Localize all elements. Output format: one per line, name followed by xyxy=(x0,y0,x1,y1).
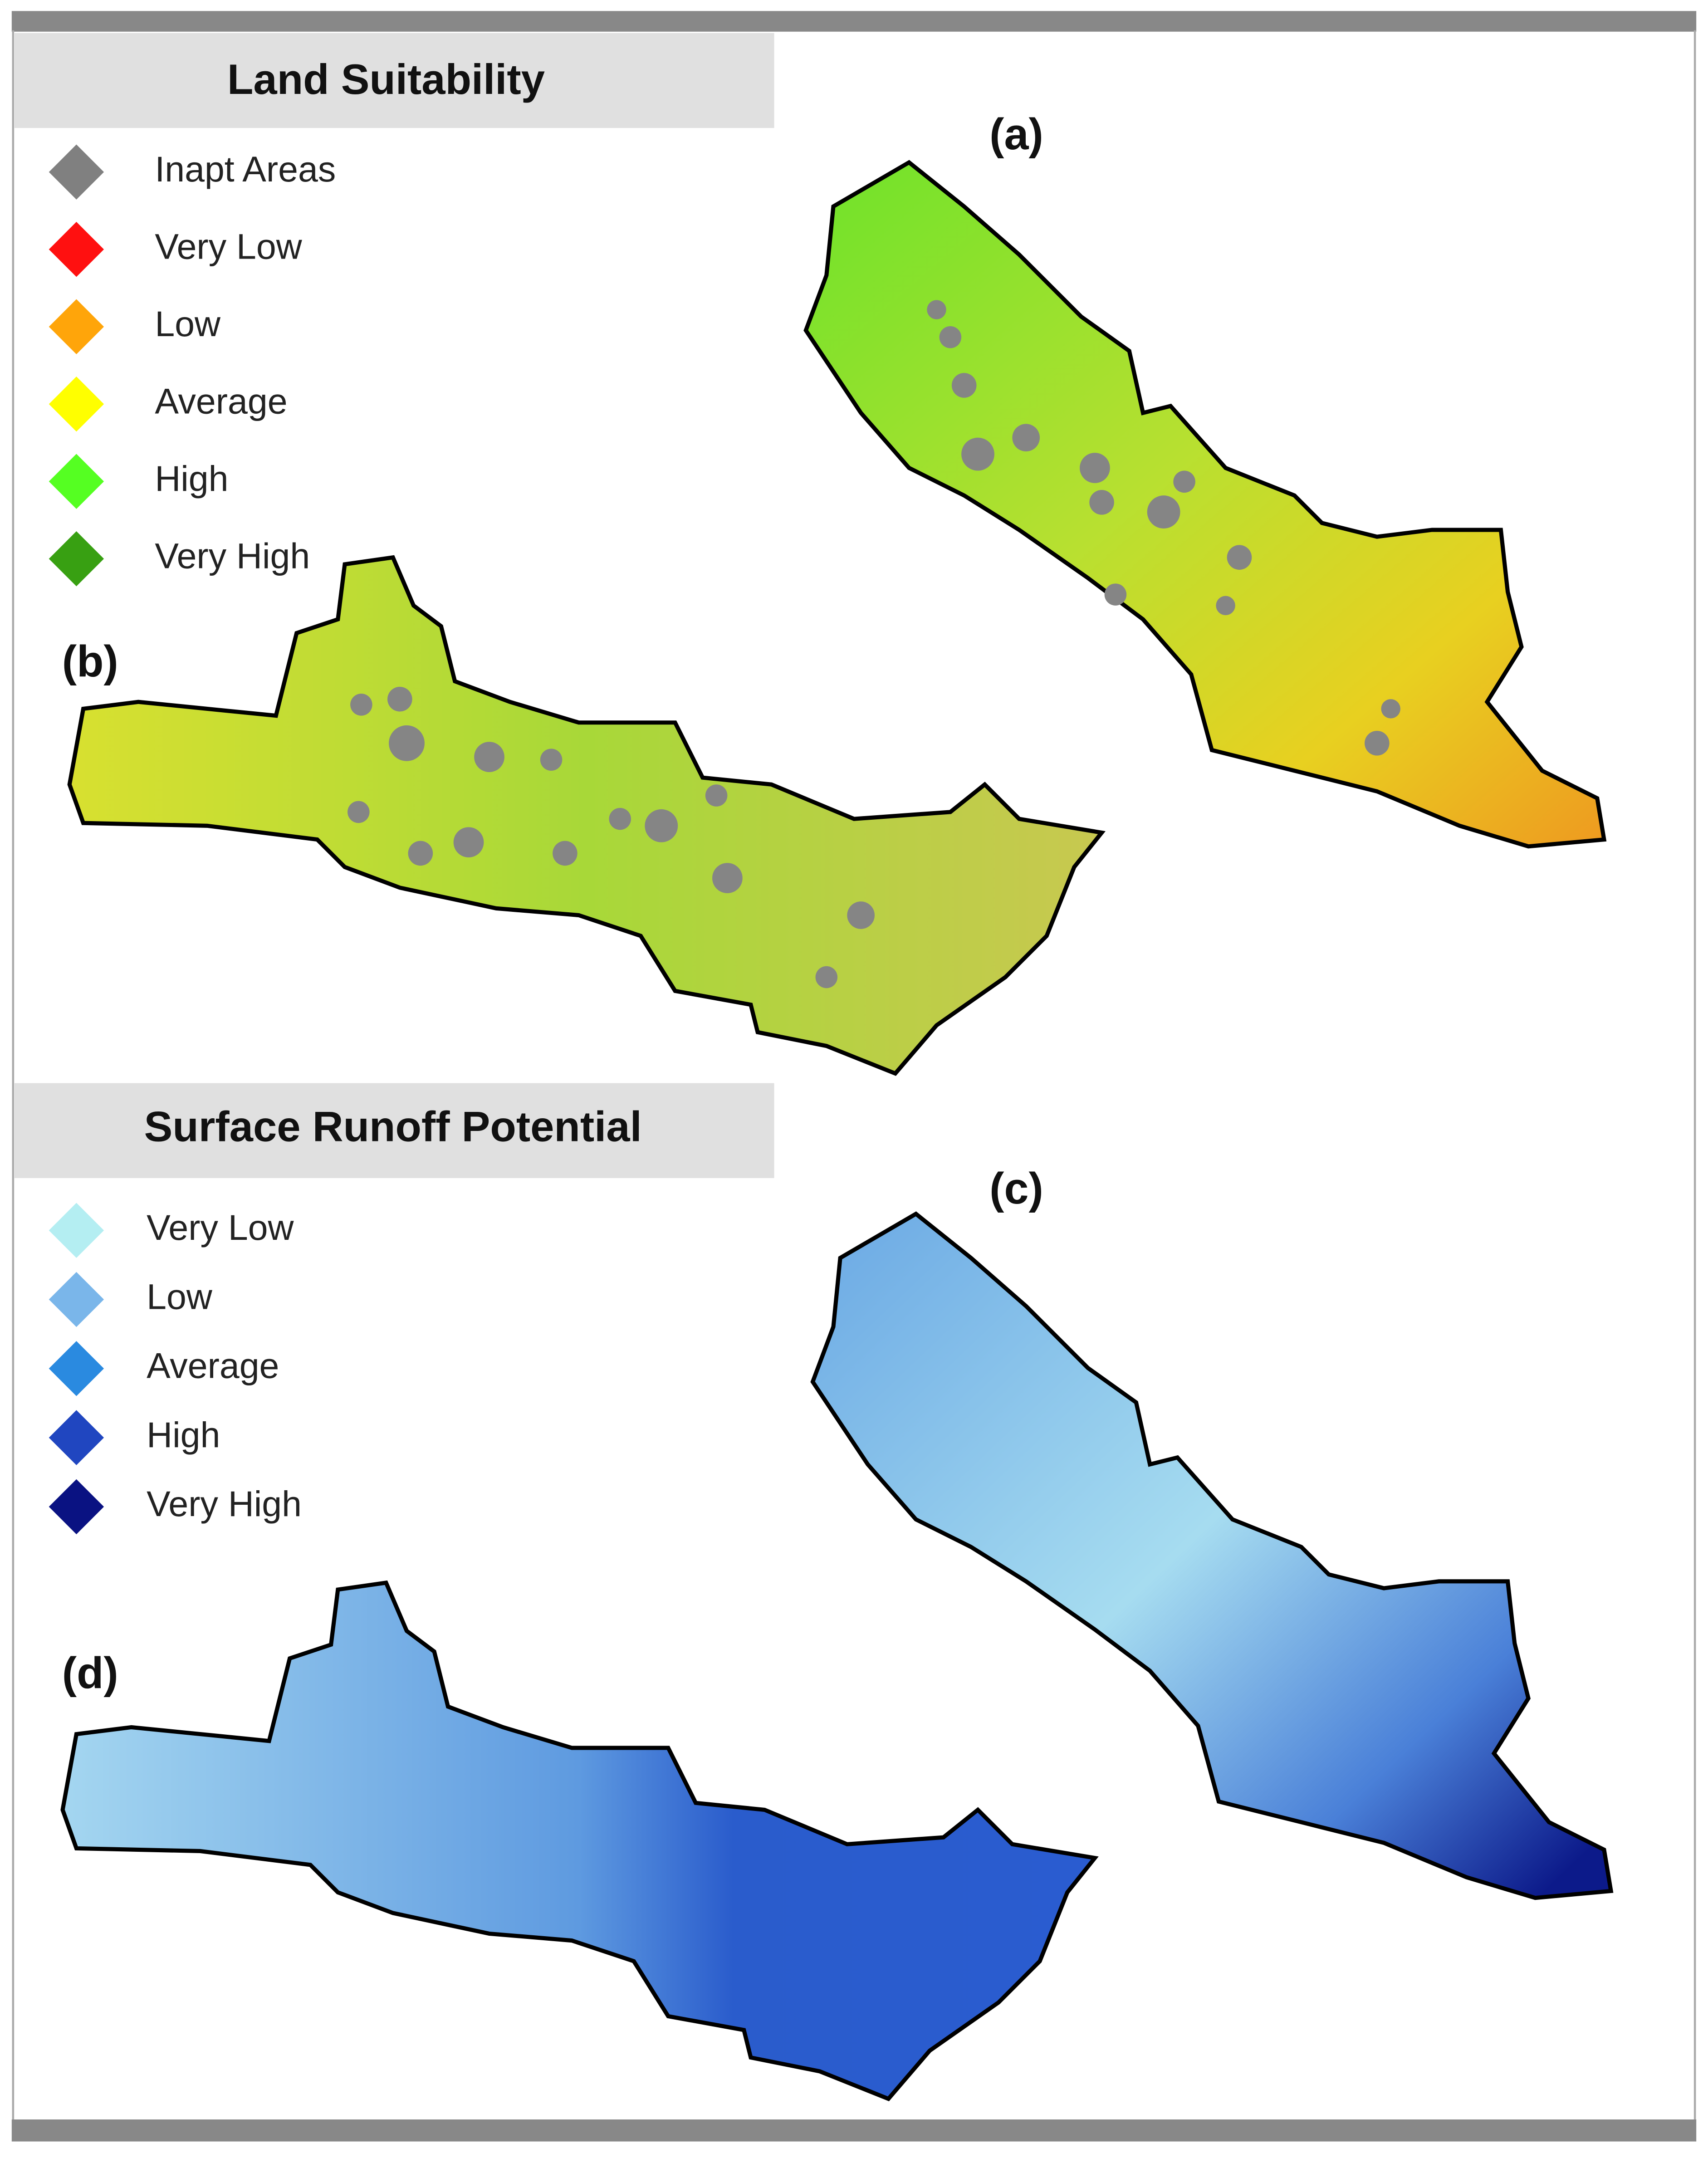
legend-swatch xyxy=(49,531,104,587)
legend-label: Very Low xyxy=(147,1208,294,1248)
legend-label: Average xyxy=(155,382,287,421)
legend-label: Inapt Areas xyxy=(155,149,336,189)
map-b xyxy=(69,558,1101,1074)
bottom-bar xyxy=(11,2119,1697,2142)
panel-label: (b) xyxy=(62,636,118,686)
panel-label: (a) xyxy=(989,109,1043,159)
legend-label: Average xyxy=(147,1346,279,1386)
legend-title-box xyxy=(14,1083,774,1178)
top-bar xyxy=(11,11,1697,32)
panel-label: (c) xyxy=(989,1164,1043,1213)
legend-label: High xyxy=(155,459,228,499)
legend-label: High xyxy=(147,1415,220,1455)
legend-title: Surface Runoff Potential xyxy=(144,1103,642,1150)
legend-title-box xyxy=(14,33,774,128)
legend-label: Very High xyxy=(147,1484,302,1524)
legend-label: Low xyxy=(147,1277,213,1316)
panel-label: (d) xyxy=(62,1648,118,1698)
legend-title: Land Suitability xyxy=(227,55,545,103)
legend-label: Very High xyxy=(155,536,310,576)
legend-label: Very Low xyxy=(155,227,302,267)
legend-label: Low xyxy=(155,304,221,344)
map-a xyxy=(806,162,1604,847)
